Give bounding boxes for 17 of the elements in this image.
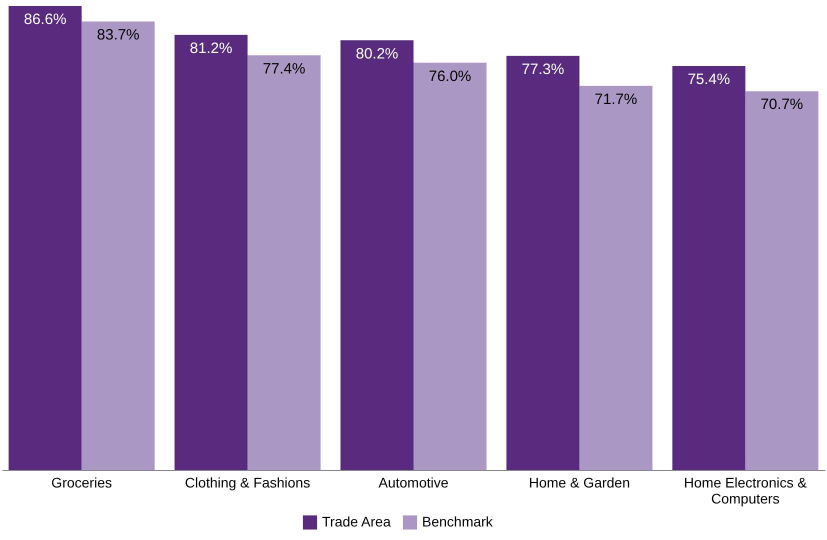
x-tick-label: Automotive bbox=[378, 474, 449, 490]
data-label: 70.7% bbox=[760, 96, 804, 114]
data-label: 77.4% bbox=[262, 60, 306, 78]
data-label: 83.7% bbox=[96, 26, 140, 44]
legend-label: Benchmark bbox=[422, 513, 494, 530]
x-tick-label: Clothing & Fashions bbox=[184, 474, 310, 490]
data-label: 75.4% bbox=[688, 71, 730, 88]
x-tick-label: Home & Garden bbox=[528, 474, 630, 490]
data-label: 76.0% bbox=[428, 68, 472, 85]
x-tick-label: Groceries bbox=[51, 474, 112, 490]
data-label: 86.6% bbox=[24, 11, 66, 28]
data-label: 77.3% bbox=[522, 60, 564, 78]
data-label: 80.2% bbox=[356, 45, 398, 62]
data-label: 71.7% bbox=[594, 90, 638, 108]
data-label: 81.2% bbox=[190, 40, 232, 57]
x-tick-label: Home Electronics & Computers bbox=[684, 474, 808, 506]
legend-label: Trade Area bbox=[322, 513, 391, 530]
